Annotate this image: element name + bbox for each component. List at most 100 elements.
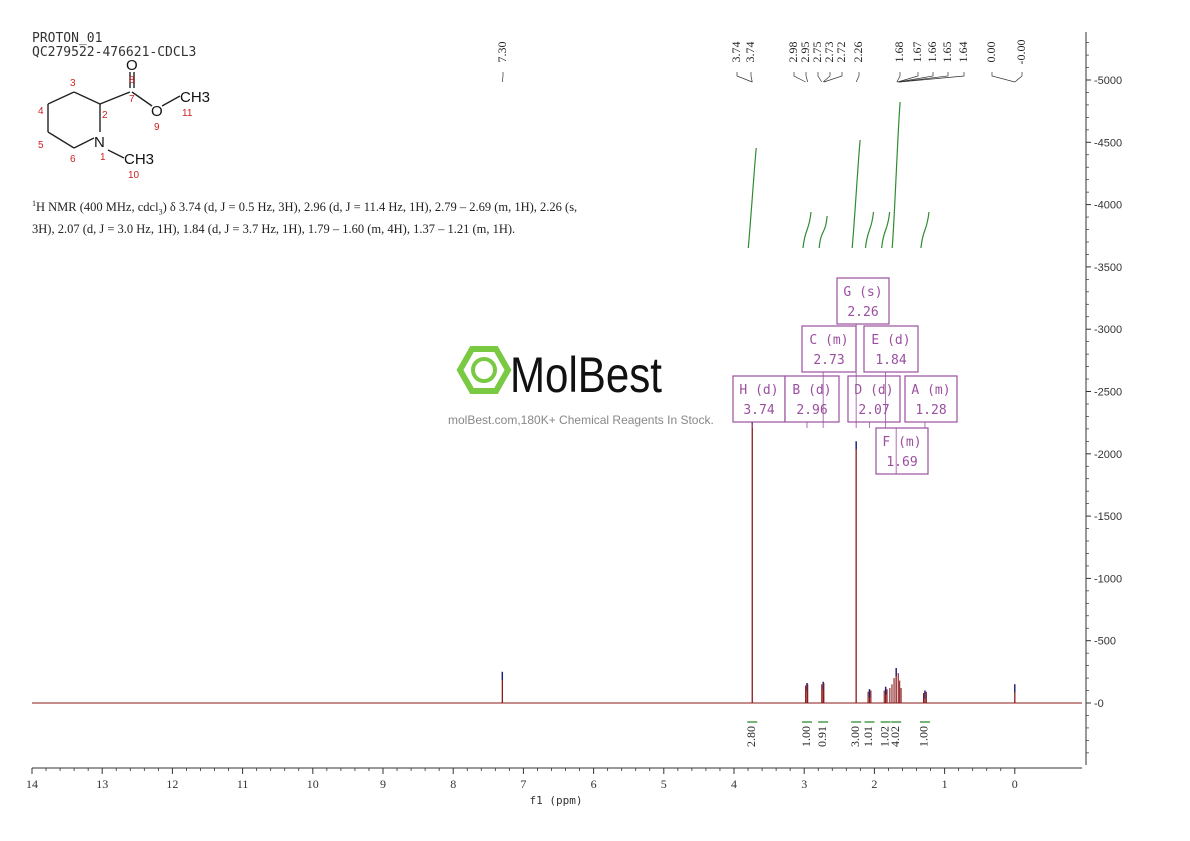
multiplet-box [784,375,840,423]
x-tick-label: 9 [380,777,386,791]
integral-value: 1.00 [917,726,931,747]
multiplet-id: B (d) [792,383,831,398]
x-tick-label: 13 [96,777,108,791]
multiplet-shift: 3.74 [743,403,774,418]
sample-id: QC279522-476621-CDCL3 [32,45,197,60]
y-tick-label: -5000 [1094,75,1122,87]
x-tick-label: 3 [801,777,807,791]
watermark-logo: MolBest [448,340,678,408]
peak-label-connector [822,72,831,83]
x-axis-label: f1 (ppm) [530,794,583,807]
integral-curve [818,215,828,249]
molecule-structure: O O CH3 N CH3 1 2 3 4 5 6 7 8 9 10 11 [38,57,210,181]
multiplet-box [847,375,901,423]
y-tick-label: -2000 [1094,449,1122,461]
peak-label-connector [823,72,843,83]
peak-label-connector [1014,72,1023,83]
atom-number-1: 1 [100,152,106,163]
x-tick-label: 2 [871,777,877,791]
multiplet-box [836,277,890,325]
atom-number-6: 6 [70,154,76,165]
atom-number-4: 4 [38,106,44,117]
watermark-brand: MolBest [510,347,662,403]
desc-body: ) δ 3.74 (d, J = 0.5 Hz, 3H), 2.96 (d, J… [32,200,578,236]
integral-curve [864,211,875,249]
peak-label: 3.74 [743,42,757,63]
atom-ch3-ester: CH3 [180,89,210,106]
multiplet-shift: 2.26 [847,305,878,320]
multiplet-box [875,427,929,475]
peak-label-connector [897,72,919,83]
multiplet-id: D (d) [854,383,893,398]
multiplet-box [801,325,857,373]
multiplet-id: G (s) [843,285,882,300]
peak-label: 1.67 [910,42,924,63]
atom-ch3-n: CH3 [124,151,154,168]
integral-curve [747,147,757,249]
peak-label: 2.75 [810,42,824,63]
peak-label: 1.68 [892,42,906,63]
peak-label-connector [750,72,753,83]
atom-number-10: 10 [128,170,140,181]
atom-number-3: 3 [70,78,76,89]
multiplet-id: F (m) [882,435,921,450]
peak-label: 2.26 [851,42,865,63]
y-tick-label: -0 [1094,698,1104,710]
integral-value: 1.02 [877,726,891,747]
x-tick-label: 11 [237,777,249,791]
peak-label-connector [501,72,504,83]
integral-value: 1.00 [799,726,813,747]
peak-label: -0.00 [1014,40,1028,65]
desc-subscript: 3 [158,207,163,217]
atom-number-8: 8 [129,75,135,86]
peak-label: 3.74 [729,42,743,63]
spectrum-name: PROTON_01 [32,31,103,46]
multiplet-id: C (m) [809,333,848,348]
y-tick-label: -1000 [1094,573,1122,585]
atom-number-7: 7 [129,94,135,105]
integral-value: 4.02 [888,726,902,747]
peak-label-connector [805,72,809,83]
multiplet-shift: 2.96 [796,403,827,418]
y-tick-label: -500 [1094,636,1116,648]
integral-curve [881,211,891,249]
peak-label-connector [898,72,949,83]
watermark-tagline: molBest.com,180K+ Chemical Reagents In S… [448,413,714,427]
atom-number-5: 5 [38,140,44,151]
peak-label: 1.65 [940,42,954,63]
x-tick-label: 4 [731,777,737,791]
multiplet-shift: 1.28 [915,403,946,418]
multiplet-box [863,325,919,373]
y-tick-label: -3000 [1094,324,1122,336]
multiplet-shift: 2.07 [858,403,889,418]
multiplet-shift: 1.69 [886,455,917,470]
nmr-description: 1H NMR (400 MHz, cdcl3) δ 3.74 (d, J = 0… [32,196,592,237]
x-tick-label: 10 [307,777,319,791]
desc-prefix: H NMR (400 MHz, cdcl [36,200,159,215]
y-tick-label: -4500 [1094,137,1122,149]
y-tick-label: -2500 [1094,387,1122,399]
x-tick-label: 6 [591,777,597,791]
multiplet-box [904,375,958,423]
multiplet-id: E (d) [871,333,910,348]
x-tick-label: 1 [942,777,948,791]
peak-label: 2.72 [834,42,848,63]
y-tick-label: -3500 [1094,262,1122,274]
multiplet-id: A (m) [911,383,950,398]
integral-value: 3.00 [848,726,862,747]
peak-label: 2.95 [798,42,812,63]
multiplet-shift: 2.73 [813,353,844,368]
integral-value: 2.80 [744,726,758,747]
peak-label: 2.73 [822,42,836,63]
peak-label-connector [991,72,1015,83]
multiplet-box [732,375,786,423]
integral-curve [802,211,812,249]
multiplet-id: H (d) [739,383,778,398]
y-tick-label: -1500 [1094,511,1122,523]
peak-label-connector [736,72,753,83]
peak-label: 2.98 [786,42,800,63]
peak-label: 0.00 [984,42,998,63]
peak-label: 1.66 [925,42,939,63]
x-tick-label: 12 [166,777,178,791]
